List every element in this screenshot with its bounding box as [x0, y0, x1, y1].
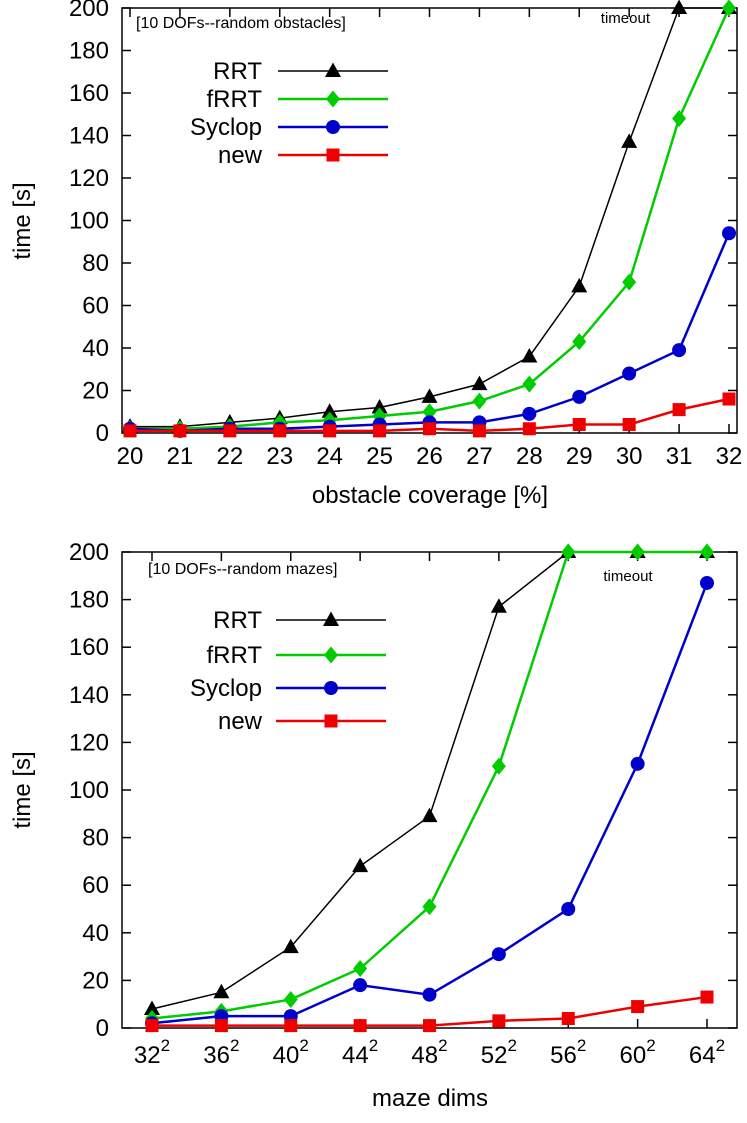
y-axis-ticks: 0 20 40 60 80 100 120 140 160 180 200	[69, 539, 737, 1042]
y-tick-label: 180	[69, 587, 109, 614]
x-tick-label: 23	[266, 443, 293, 470]
y-axis-ticks: 0 20 40 60 80 100 120 140 160 180 200	[69, 0, 737, 447]
x-tick-label: 26	[416, 443, 443, 470]
legend-label: RRT	[213, 58, 262, 85]
x-tick-label: 24	[316, 443, 343, 470]
x-tick-label: 29	[566, 443, 593, 470]
x-tick-label: 602	[620, 1036, 656, 1069]
y-tick-label: 180	[69, 38, 109, 65]
y-tick-label: 60	[82, 872, 109, 899]
maze-chart-xlabel: maze dims	[372, 1085, 488, 1112]
obstacle-chart-title: [10 DOFs--random obstacles]	[136, 15, 346, 32]
y-tick-label: 20	[82, 378, 109, 405]
maze-chart-title: [10 DOFs--random mazes]	[148, 561, 337, 578]
x-tick-label: 642	[689, 1036, 725, 1069]
y-tick-label: 100	[69, 777, 109, 804]
obstacle-chart-timeout-label: timeout	[601, 10, 651, 27]
x-tick-label: 25	[366, 443, 393, 470]
x-axis-ticks: 20 21 22 23 24 25 26 27 28 29 30 31 32	[117, 8, 743, 470]
legend-label: new	[218, 142, 263, 169]
y-tick-label: 100	[69, 208, 109, 235]
x-tick-label: 322	[134, 1036, 170, 1069]
maze-chart-ylabel: time [s]	[9, 751, 36, 828]
y-tick-label: 120	[69, 729, 109, 756]
y-tick-label: 80	[82, 250, 109, 277]
y-tick-label: 200	[69, 539, 109, 566]
y-tick-label: 0	[96, 1015, 109, 1042]
y-tick-label: 140	[69, 682, 109, 709]
y-tick-label: 0	[96, 420, 109, 447]
y-tick-label: 40	[82, 920, 109, 947]
y-tick-label: 160	[69, 80, 109, 107]
x-tick-label: 562	[550, 1036, 586, 1069]
legend-label: fRRT	[206, 642, 262, 669]
series-new	[123, 392, 736, 438]
x-tick-label: 482	[411, 1036, 447, 1069]
x-tick-label: 522	[481, 1036, 517, 1069]
y-tick-label: 200	[69, 0, 109, 22]
maze-chart-generated: 0 20 40 60 80 100 120 140 160 180 200 322 362 402 442 4…	[69, 539, 738, 1069]
legend-label: Syclop	[190, 675, 262, 702]
x-tick-label: 30	[616, 443, 643, 470]
legend-label: new	[218, 708, 263, 735]
x-tick-label: 362	[203, 1036, 239, 1069]
obstacle-chart-xlabel: obstacle coverage [%]	[312, 482, 548, 509]
legend: RRT fRRT Syclop new	[190, 607, 386, 735]
x-tick-label: 32	[716, 443, 743, 470]
x-tick-label: 20	[117, 443, 144, 470]
x-tick-label: 21	[167, 443, 194, 470]
y-tick-label: 60	[82, 293, 109, 320]
x-tick-label: 28	[516, 443, 543, 470]
x-axis-ticks: 322 362 402 442 482 522 562 602 642	[134, 552, 725, 1069]
legend-label: RRT	[213, 607, 262, 634]
maze-chart-timeout-label: timeout	[603, 568, 653, 585]
x-tick-label: 402	[273, 1036, 309, 1069]
y-tick-label: 120	[69, 165, 109, 192]
x-tick-label: 27	[466, 443, 493, 470]
legend-label: Syclop	[190, 114, 262, 141]
x-tick-label: 442	[342, 1036, 378, 1069]
maze-chart: 0 20 40 60 80 100 120 140 160 180 200 322 362 402 442 4…	[9, 539, 738, 1112]
series-new	[145, 990, 714, 1033]
y-tick-label: 20	[82, 967, 109, 994]
y-tick-label: 80	[82, 825, 109, 852]
y-tick-label: 160	[69, 634, 109, 661]
obstacle-chart-ylabel: time [s]	[9, 182, 36, 259]
legend-label: fRRT	[206, 86, 262, 113]
y-tick-label: 140	[69, 123, 109, 150]
x-tick-label: 31	[666, 443, 693, 470]
y-tick-label: 40	[82, 335, 109, 362]
x-tick-label: 22	[216, 443, 243, 470]
